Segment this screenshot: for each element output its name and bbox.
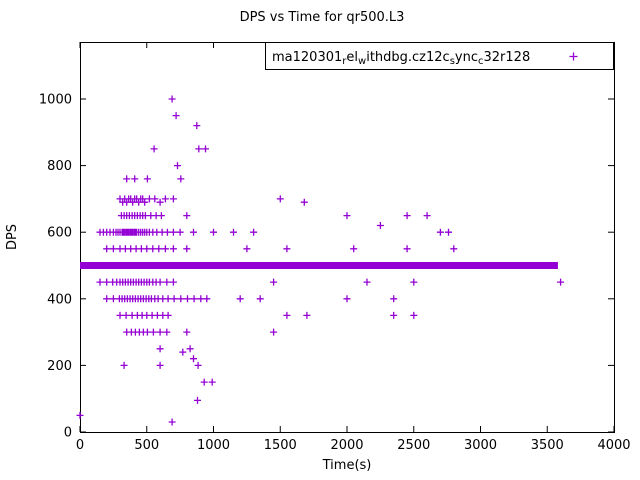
legend-box (265, 42, 614, 70)
y-tick-label: 200 (47, 359, 72, 374)
scatter-points (76, 95, 565, 426)
y-tick-label: 800 (47, 159, 72, 174)
y-tick-label: 600 (47, 226, 72, 241)
plot-border (80, 42, 615, 433)
y-tick-label: 0 (64, 426, 72, 441)
chart-title: DPS vs Time for qr500.L3 (240, 10, 405, 25)
x-tick-label: 4000 (597, 438, 630, 453)
legend-label: ma120301relwithdbg.cz12csyncc32r128 (272, 50, 530, 67)
y-tick-label: 1000 (39, 93, 72, 108)
x-tick-label: 500 (134, 438, 159, 453)
y-axis-label: DPS (5, 224, 20, 250)
x-tick-label: 2000 (330, 438, 363, 453)
y-tick-label: 400 (47, 292, 72, 307)
plot-area: 0 500 1000 1500 2000 2500 3000 3500 4000 0 200 400 6… (39, 42, 631, 453)
x-axis-label: Time(s) (322, 458, 372, 473)
x-tick-label: 3500 (531, 438, 564, 453)
x-tick-label: 2500 (397, 438, 430, 453)
x-tick-label: 0 (76, 438, 84, 453)
x-tick-label: 1500 (264, 438, 297, 453)
legend-plus-marker (569, 52, 578, 61)
x-tick-label: 3000 (464, 438, 497, 453)
x-tick-label: 1000 (197, 438, 230, 453)
